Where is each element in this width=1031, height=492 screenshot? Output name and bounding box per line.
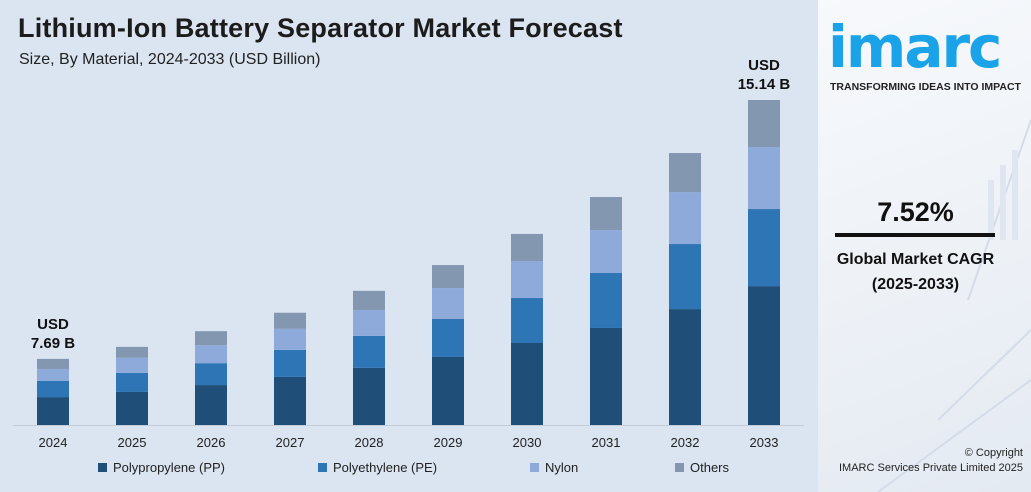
bar-segment-polyethylene-pe--2026 (195, 363, 227, 386)
bar-segment-polypropylene-pp--2026 (195, 385, 227, 425)
bar-segment-others-2025 (116, 346, 148, 358)
bar-segment-polyethylene-pe--2028 (353, 335, 385, 368)
bar-segment-polyethylene-pe--2031 (590, 273, 622, 328)
x-tick-label: 2030 (513, 435, 542, 450)
legend-swatch (530, 463, 539, 472)
bar-segment-polypropylene-pp--2030 (511, 342, 543, 425)
bar-segment-nylon-2025 (116, 357, 148, 373)
bar-segment-nylon-2030 (511, 260, 543, 298)
x-tick-label: 2028 (355, 435, 384, 450)
legend-swatch (675, 463, 684, 472)
bar-segment-nylon-2024 (37, 368, 69, 381)
x-tick-label: 2025 (118, 435, 147, 450)
chart-subtitle: Size, By Material, 2024-2033 (USD Billio… (19, 51, 321, 68)
bar-segment-polyethylene-pe--2033 (748, 209, 780, 287)
bar-segment-polypropylene-pp--2031 (590, 327, 622, 425)
bar-segment-others-2033 (748, 100, 780, 148)
total-label: USD (37, 316, 69, 333)
bar-segment-nylon-2033 (748, 147, 780, 210)
bar-segment-nylon-2026 (195, 345, 227, 364)
x-tick-label: 2024 (39, 435, 68, 450)
legend-label: Others (690, 460, 730, 475)
legend-swatch (98, 463, 107, 472)
bar-segment-others-2032 (669, 153, 701, 193)
bar-segment-others-2026 (195, 331, 227, 346)
bar-segment-nylon-2028 (353, 309, 385, 336)
cagr-label: Global Market CAGR (2025-2033) (818, 247, 1013, 297)
legend-label: Polyethylene (PE) (333, 460, 438, 475)
chart-area: Lithium-Ion Battery Separator Market For… (13, 13, 804, 475)
bar-segment-polyethylene-pe--2025 (116, 372, 148, 392)
total-label: USD (748, 57, 780, 74)
legend-swatch (318, 463, 327, 472)
bar-segment-nylon-2032 (669, 192, 701, 245)
bar-segment-others-2024 (37, 358, 69, 369)
bar-segment-others-2027 (274, 312, 306, 329)
bar-segment-polypropylene-pp--2027 (274, 376, 306, 425)
side-panel: imarc TRANSFORMING IDEAS INTO IMPACT 7.5… (818, 0, 1031, 492)
bar-segment-polyethylene-pe--2029 (432, 318, 464, 357)
bar-segment-polyethylene-pe--2030 (511, 297, 543, 343)
bar-segment-polyethylene-pe--2024 (37, 380, 69, 398)
x-tick-label: 2032 (671, 435, 700, 450)
x-tick-label: 2033 (750, 435, 779, 450)
legend-item: Polyethylene (PE) (318, 460, 437, 475)
logo-tagline: TRANSFORMING IDEAS INTO IMPACT (830, 81, 1021, 93)
bar-segment-polypropylene-pp--2029 (432, 356, 464, 425)
legend-item: Nylon (530, 460, 578, 475)
bar-segment-others-2028 (353, 290, 385, 310)
legend-item: Others (675, 460, 729, 475)
bar-segment-nylon-2029 (432, 288, 464, 319)
bar-segment-others-2030 (511, 233, 543, 261)
x-tick-label: 2031 (592, 435, 621, 450)
bar-segment-polypropylene-pp--2033 (748, 286, 780, 425)
x-tick-label: 2027 (276, 435, 305, 450)
copyright: © Copyright IMARC Services Private Limit… (818, 446, 1023, 476)
bar-segment-others-2029 (432, 265, 464, 289)
imarc-logo: imarc (828, 13, 1002, 81)
x-tick-label: 2029 (434, 435, 463, 450)
chart-title: Lithium-Ion Battery Separator Market For… (18, 13, 623, 43)
bar-segment-polypropylene-pp--2032 (669, 309, 701, 425)
copyright-line1: © Copyright (964, 447, 1023, 459)
legend-item: Polypropylene (PP) (98, 460, 225, 475)
bar-segment-others-2031 (590, 197, 622, 231)
legend-label: Nylon (545, 460, 579, 475)
bar-segment-polyethylene-pe--2032 (669, 244, 701, 310)
divider (835, 233, 995, 237)
bar-segment-nylon-2031 (590, 230, 622, 274)
bar-segment-polypropylene-pp--2028 (353, 367, 385, 425)
bar-segment-polypropylene-pp--2024 (37, 397, 69, 425)
cagr-value: 7.52% (877, 197, 954, 227)
x-tick-label: 2026 (197, 435, 226, 450)
copyright-line2: IMARC Services Private Limited 2025 (838, 462, 1023, 474)
legend-label: Polypropylene (PP) (113, 460, 225, 475)
bar-segment-nylon-2027 (274, 328, 306, 350)
total-label: 15.14 B (738, 76, 791, 93)
bar-plot: 2024 USD 7.69 B 2025 2026 2027 2028 2029 2030 203… (13, 57, 804, 450)
total-label: 7.69 B (31, 335, 75, 352)
cagr-label-line1: Global Market CAGR (836, 251, 995, 268)
decorative-background-graphic (877, 119, 1031, 492)
bar-segment-polypropylene-pp--2025 (116, 391, 148, 425)
bar-segment-polyethylene-pe--2027 (274, 349, 306, 377)
cagr-label-line2: (2025-2033) (871, 276, 960, 293)
